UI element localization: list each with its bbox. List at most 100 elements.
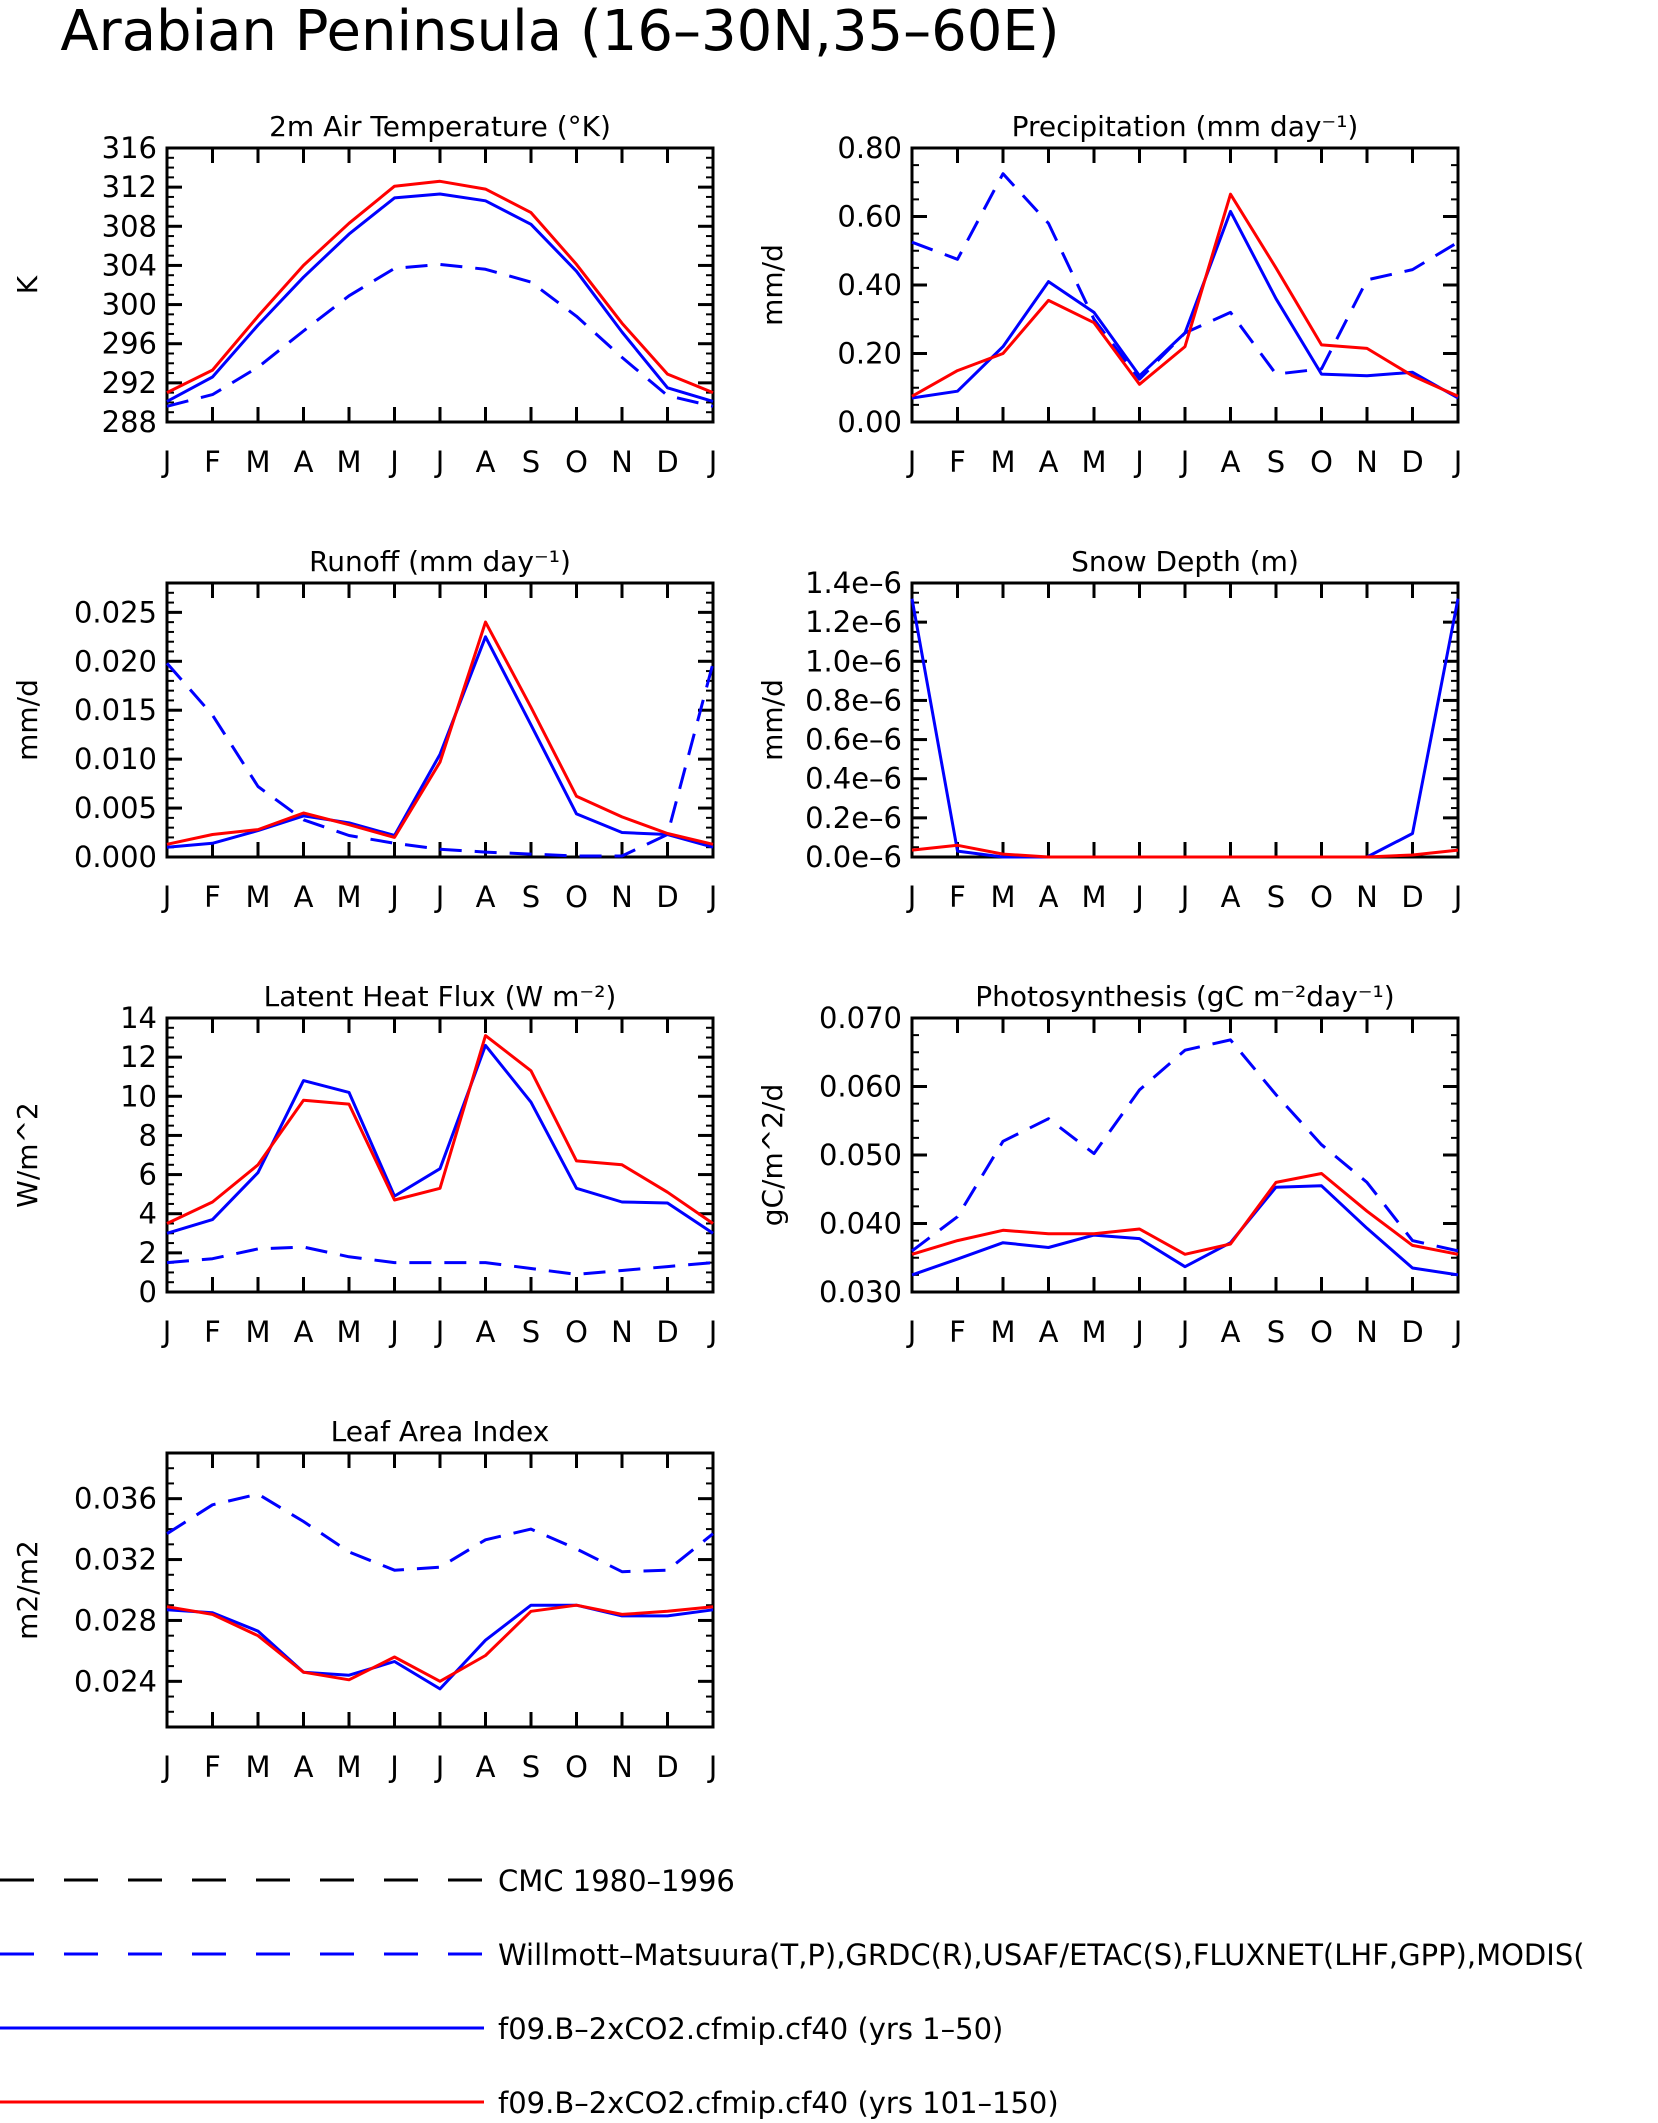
- x-tick-label: S: [1267, 445, 1285, 479]
- x-tick-label: O: [565, 1750, 588, 1784]
- y-tick-label: 4: [139, 1197, 157, 1231]
- y-tick-label: 0.028: [74, 1603, 157, 1637]
- y-axis-label: gC/m^2/d: [756, 1084, 789, 1227]
- legend-label: f09.B–2xCO2.cfmip.cf40 (yrs 1–50): [498, 2012, 1003, 2046]
- y-tick-label: 0.8e–6: [805, 683, 902, 717]
- x-tick-label: J: [1452, 1315, 1463, 1349]
- x-tick-label: J: [434, 1750, 445, 1784]
- x-tick-label: A: [476, 880, 496, 914]
- x-tick-label: M: [336, 1315, 361, 1349]
- x-tick-label: A: [294, 1315, 314, 1349]
- y-axis-label: W/m^2: [11, 1102, 44, 1208]
- x-tick-label: J: [1179, 1315, 1190, 1349]
- chart-panel: Precipitation (mm day⁻¹) mm/d 0.00 0.20 0.40…: [756, 110, 1462, 479]
- series-line-obs: [911, 1038, 1459, 1253]
- x-tick-label: D: [1401, 1315, 1423, 1349]
- y-tick-label: 0.2e–6: [805, 801, 902, 835]
- x-tick-label: A: [1039, 445, 1059, 479]
- y-tick-label: 0.40: [837, 268, 902, 302]
- y-tick-label: 0: [139, 1275, 157, 1309]
- y-tick-label: 312: [102, 170, 157, 204]
- legend-label: CMC 1980–1996: [498, 1864, 735, 1898]
- y-tick-label: 0.6e–6: [805, 723, 902, 757]
- x-tick-label: M: [336, 445, 361, 479]
- x-tick-label: M: [245, 445, 270, 479]
- x-tick-label: J: [906, 445, 917, 479]
- x-tick-label: D: [656, 880, 678, 914]
- x-tick-label: J: [707, 1315, 718, 1349]
- chart-title: Leaf Area Index: [331, 1415, 550, 1448]
- x-tick-label: O: [1310, 445, 1333, 479]
- x-tick-label: J: [161, 880, 172, 914]
- x-tick-label: M: [336, 1750, 361, 1784]
- y-tick-label: 296: [102, 327, 157, 361]
- x-tick-label: A: [476, 445, 496, 479]
- chart-panel: Snow Depth (m) mm/d 0.0e–6 0.2e–6 0.4e–6 0.6e…: [756, 545, 1462, 914]
- x-tick-label: J: [707, 1750, 718, 1784]
- y-tick-label: 0.20: [837, 337, 902, 371]
- series-line-model1: [166, 635, 714, 849]
- x-tick-label: N: [611, 880, 633, 914]
- series-line-model1: [166, 192, 714, 403]
- series-line-model2: [166, 1603, 714, 1683]
- x-tick-label: M: [990, 1315, 1015, 1349]
- x-tick-label: D: [656, 445, 678, 479]
- chart-panel: Latent Heat Flux (W m⁻²) W/m^2 0 2 4 6 8 10 12 14…: [11, 980, 717, 1349]
- x-tick-label: J: [1133, 445, 1144, 479]
- series-line-obs: [165, 662, 715, 858]
- chart-title: Runoff (mm day⁻¹): [309, 545, 571, 578]
- series-line-model2: [166, 1034, 714, 1225]
- y-tick-label: 0.0e–6: [805, 840, 902, 874]
- x-tick-label: O: [565, 445, 588, 479]
- series-line-model1: [911, 209, 1459, 400]
- y-tick-label: 0.036: [74, 1482, 157, 1516]
- chart-title: Latent Heat Flux (W m⁻²): [264, 980, 617, 1013]
- y-tick-label: 300: [102, 288, 157, 322]
- x-tick-label: S: [522, 445, 540, 479]
- y-tick-label: 0.025: [74, 595, 157, 629]
- x-tick-label: O: [1310, 1315, 1333, 1349]
- chart-panel: Photosynthesis (gC m⁻²day⁻¹) gC/m^2/d 0.03…: [756, 980, 1462, 1349]
- series-line-obs: [166, 1492, 714, 1574]
- y-tick-label: 0.4e–6: [805, 762, 902, 796]
- x-tick-label: O: [565, 1315, 588, 1349]
- y-tick-label: 0.005: [74, 791, 157, 825]
- x-tick-label: D: [656, 1315, 678, 1349]
- x-tick-label: O: [1310, 880, 1333, 914]
- x-tick-label: D: [656, 1750, 678, 1784]
- y-tick-label: 304: [102, 248, 157, 282]
- series-line-model1: [166, 1043, 714, 1235]
- x-tick-label: S: [1267, 880, 1285, 914]
- x-tick-label: J: [434, 445, 445, 479]
- chart-panel: Runoff (mm day⁻¹) mm/d 0.000 0.005 0.010 0.01…: [11, 545, 717, 914]
- y-tick-label: 0.070: [819, 1001, 902, 1035]
- x-tick-label: F: [204, 880, 221, 914]
- y-tick-label: 0.010: [74, 742, 157, 776]
- y-axis-label: m2/m2: [11, 1540, 44, 1640]
- x-tick-label: J: [707, 445, 718, 479]
- series-line-model2: [911, 1172, 1459, 1256]
- x-tick-label: F: [949, 880, 966, 914]
- y-tick-label: 1.2e–6: [805, 605, 902, 639]
- plot-frame: [165, 581, 715, 859]
- x-tick-label: J: [161, 1315, 172, 1349]
- plot-frame: [165, 1451, 715, 1729]
- y-tick-label: 12: [120, 1040, 157, 1074]
- x-tick-label: J: [906, 880, 917, 914]
- x-tick-label: M: [245, 1315, 270, 1349]
- plot-frame: [165, 146, 715, 424]
- x-tick-label: O: [565, 880, 588, 914]
- y-tick-label: 0.040: [819, 1207, 902, 1241]
- y-tick-label: 0.000: [74, 840, 157, 874]
- series-line-model2: [911, 843, 1459, 859]
- y-tick-label: 316: [102, 131, 157, 165]
- x-tick-label: D: [1401, 880, 1423, 914]
- y-tick-label: 0.60: [837, 200, 902, 234]
- chart-title: 2m Air Temperature (°K): [269, 110, 611, 143]
- x-tick-label: M: [1081, 1315, 1106, 1349]
- x-tick-label: A: [1039, 880, 1059, 914]
- chart-title: Precipitation (mm day⁻¹): [1012, 110, 1359, 143]
- x-tick-label: N: [611, 445, 633, 479]
- page-title: Arabian Peninsula (16–30N,35–60E): [60, 0, 1059, 64]
